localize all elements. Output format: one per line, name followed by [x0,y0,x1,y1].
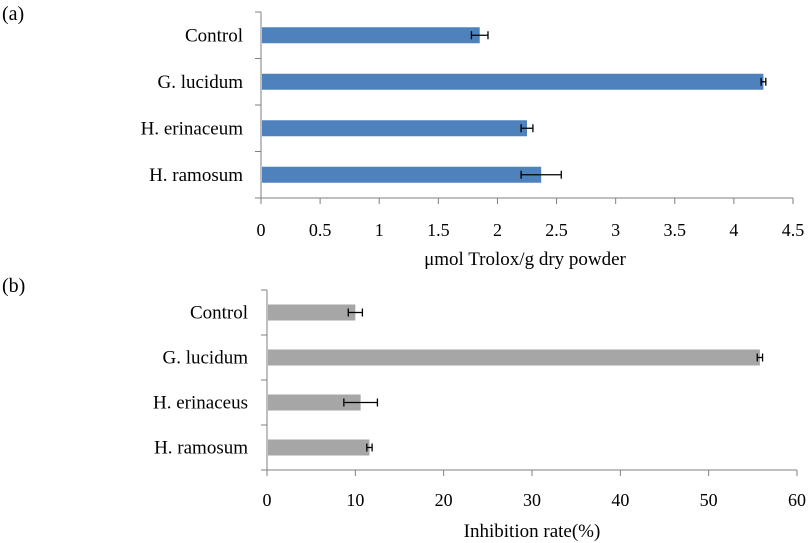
panel-a-x-tick-label: 3.5 [664,220,687,240]
chart-panel-a: (a) μmol Trolox/g dry powder 0 0.5 1 1.5 2 2.… [2,3,804,270]
panel-a-x-tick-label: 2.5 [545,220,568,240]
panel-a-category-label: Control [185,25,243,46]
panel-b-x-tick-label: 10 [346,490,364,510]
panel-b-category-label: Control [190,303,248,324]
panel-b-bar [268,304,356,321]
panel-b-x-tick-label: 0 [263,490,272,510]
panel-a-x-tick-label: 0 [257,220,266,240]
panel-b-bar [268,394,361,411]
panel-b-bar [268,439,370,456]
panel-a-bar [262,166,542,183]
panel-a-category-label: G. lucidum [158,72,244,93]
panel-b-category-label: G. lucidum [163,348,249,369]
panel-a-bar [262,73,764,90]
panel-a-x-tick-label: 1 [375,220,384,240]
panel-a-bar [262,120,527,137]
panel-a-x-tick-label: 3 [611,220,620,240]
panel-a-x-tick-label: 1.5 [427,220,450,240]
panel-b-x-tick-label: 40 [611,490,629,510]
chart-panel-b: (b) Inhibition rate(%) 0 10 20 30 40 50 60 Cont… [2,275,806,542]
panel-a-category-label: H. ramosum [149,165,243,186]
panel-a-x-axis-title: μmol Trolox/g dry powder [424,249,626,270]
panel-b-x-axis-title: Inhibition rate(%) [464,521,601,542]
panel-b-x-tick-label: 30 [523,490,541,510]
panel-b-category-label: H. ramosum [154,438,248,459]
panel-b-category-label: H. erinaceus [153,393,248,414]
panel-a-x-tick-label: 0.5 [309,220,332,240]
panel-b-x-tick-label: 20 [435,490,453,510]
panel-a-x-tick-label: 4 [729,220,738,240]
panel-a-x-tick-label: 4.5 [782,220,805,240]
panel-b-label: (b) [2,275,25,297]
panel-a-category-label: H. erinaceum [141,118,244,139]
panel-b-bar [268,349,760,366]
panel-b-x-tick-label: 60 [788,490,806,510]
panel-a-x-tick-label: 2 [493,220,502,240]
panel-a-label: (a) [2,3,24,25]
panel-b-x-tick-label: 50 [700,490,718,510]
panel-a-bar [262,27,480,44]
